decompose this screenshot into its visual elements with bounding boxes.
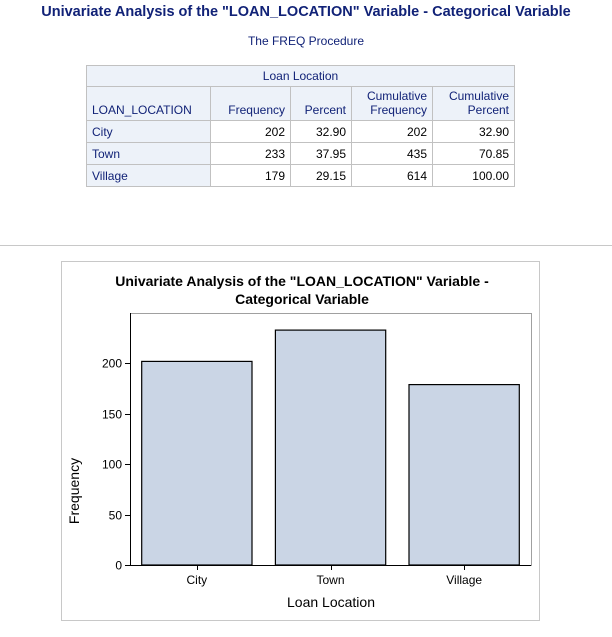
y-tick-label: 0 xyxy=(115,559,122,573)
procedure-title: The FREQ Procedure xyxy=(247,34,365,48)
col-header-variable: LOAN_LOCATION xyxy=(86,86,211,121)
bar-city xyxy=(141,360,253,566)
cell-percent: 29.15 xyxy=(290,164,352,187)
bar-town xyxy=(274,329,387,566)
y-tick-label: 50 xyxy=(109,509,123,523)
row-label: Village xyxy=(86,164,211,187)
cell-cum-percent: 100.00 xyxy=(432,164,515,187)
col-header-cum-frequency-line2: Frequency xyxy=(370,103,427,117)
cell-percent: 32.90 xyxy=(290,120,352,143)
plot-area: 0 50 100 150 200 City Town Village xyxy=(102,313,532,587)
page-title: Univariate Analysis of the "LOAN_LOCATIO… xyxy=(41,4,571,20)
col-header-cum-frequency: Cumulative Frequency xyxy=(351,86,433,121)
col-header-cum-percent-line1: Cumulative xyxy=(448,89,509,103)
y-tick-label: 150 xyxy=(102,408,122,422)
x-tick-label: City xyxy=(186,573,207,587)
table-caption: Loan Location xyxy=(86,65,515,87)
chart-title-line2: Categorical Variable xyxy=(235,291,369,307)
chart-frame: Univariate Analysis of the "LOAN_LOCATIO… xyxy=(61,261,540,621)
table-row: Village 179 29.15 614 100.00 xyxy=(86,164,515,187)
x-tick-label: Town xyxy=(316,573,344,587)
cell-percent: 37.95 xyxy=(290,142,352,165)
cell-cum-percent: 70.85 xyxy=(432,142,515,165)
cell-cum-frequency: 614 xyxy=(351,164,433,187)
bar-village xyxy=(408,383,520,566)
col-header-cum-percent: Cumulative Percent xyxy=(432,86,515,121)
table-row: City 202 32.90 202 32.90 xyxy=(86,120,515,143)
cell-cum-frequency: 202 xyxy=(351,120,433,143)
cell-cum-frequency: 435 xyxy=(351,142,433,165)
col-header-percent: Percent xyxy=(290,86,352,121)
bar-chart: Univariate Analysis of the "LOAN_LOCATIO… xyxy=(66,273,532,610)
cell-frequency: 179 xyxy=(210,164,291,187)
section-divider xyxy=(0,245,612,246)
row-label: Town xyxy=(86,142,211,165)
table-row: Town 233 37.95 435 70.85 xyxy=(86,142,515,165)
col-header-cum-percent-line2: Percent xyxy=(467,103,509,117)
frequency-table: Loan Location LOAN_LOCATION Frequency Pe… xyxy=(86,65,515,187)
cell-frequency: 202 xyxy=(210,120,291,143)
cell-cum-percent: 32.90 xyxy=(432,120,515,143)
col-header-frequency: Frequency xyxy=(210,86,291,121)
y-tick-label: 100 xyxy=(102,458,122,472)
x-axis-label: Loan Location xyxy=(287,594,375,610)
col-header-cum-frequency-line1: Cumulative xyxy=(366,89,427,103)
y-tick-label: 200 xyxy=(102,357,122,371)
row-label: City xyxy=(86,120,211,143)
y-axis-label: Frequency xyxy=(66,458,82,524)
chart-title-line1: Univariate Analysis of the "LOAN_LOCATIO… xyxy=(115,273,489,289)
cell-frequency: 233 xyxy=(210,142,291,165)
x-tick-label: Village xyxy=(446,573,482,587)
